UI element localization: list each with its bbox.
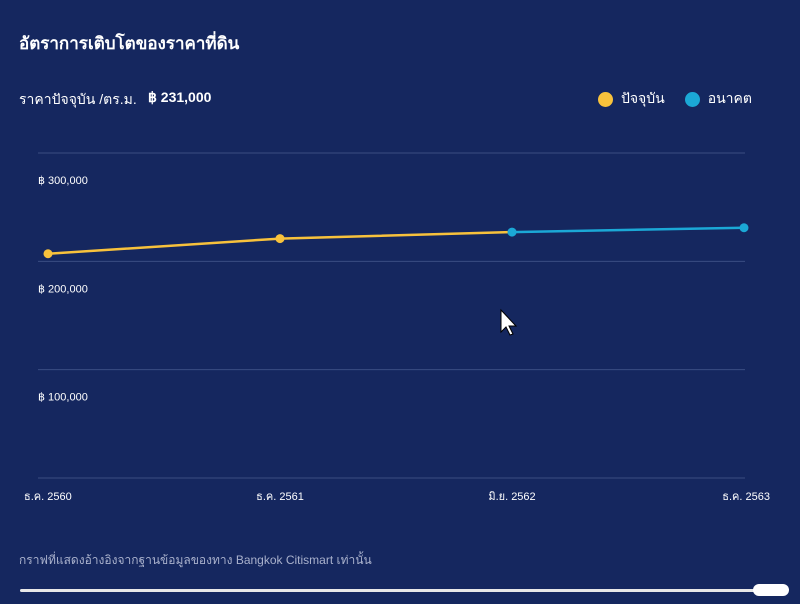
data-point <box>275 234 285 244</box>
x-tick-label: ธ.ค. 2561 <box>256 491 304 503</box>
mouse-cursor-icon <box>500 308 518 336</box>
horizontal-scrollbar[interactable] <box>20 589 785 592</box>
data-point <box>507 227 517 237</box>
legend-current-label: ปัจจุบัน <box>620 90 665 106</box>
x-tick-label: มิ.ย. 2562 <box>488 491 535 503</box>
y-tick-label: ฿ 300,000 <box>38 175 88 187</box>
legend-item-future[interactable]: อนาคต <box>684 88 752 110</box>
chart-title: อัตราการเติบโตของราคาที่ดิน <box>19 34 240 53</box>
legend-future-label: อนาคต <box>707 90 752 106</box>
line-chart: ฿ 100,000 ฿ 200,000 ฿ 300,000 ธ.ค. 2560 ธ.ค.… <box>24 152 770 503</box>
current-price-value: ฿ 231,000 <box>148 89 212 105</box>
legend-item-current[interactable]: ปัจจุบัน <box>597 88 665 110</box>
x-tick-label: ธ.ค. 2563 <box>722 491 770 503</box>
legend-future-marker <box>684 91 700 107</box>
data-source-note: กราฟที่แสดงอ้างอิงจากฐานข้อมูลของทาง Ban… <box>19 553 372 567</box>
y-tick-label: ฿ 100,000 <box>38 392 88 404</box>
scrollbar-thumb[interactable] <box>753 584 789 596</box>
legend-current-marker <box>597 91 613 107</box>
x-tick-label: ธ.ค. 2560 <box>24 491 72 503</box>
legend: ปัจจุบัน อนาคต <box>578 88 752 110</box>
data-point <box>739 223 749 233</box>
current-price-label: ราคาปัจจุบัน /ตร.ม. <box>19 91 137 107</box>
y-tick-label: ฿ 200,000 <box>38 283 88 295</box>
data-point <box>43 249 53 259</box>
series-line-future <box>511 226 745 234</box>
